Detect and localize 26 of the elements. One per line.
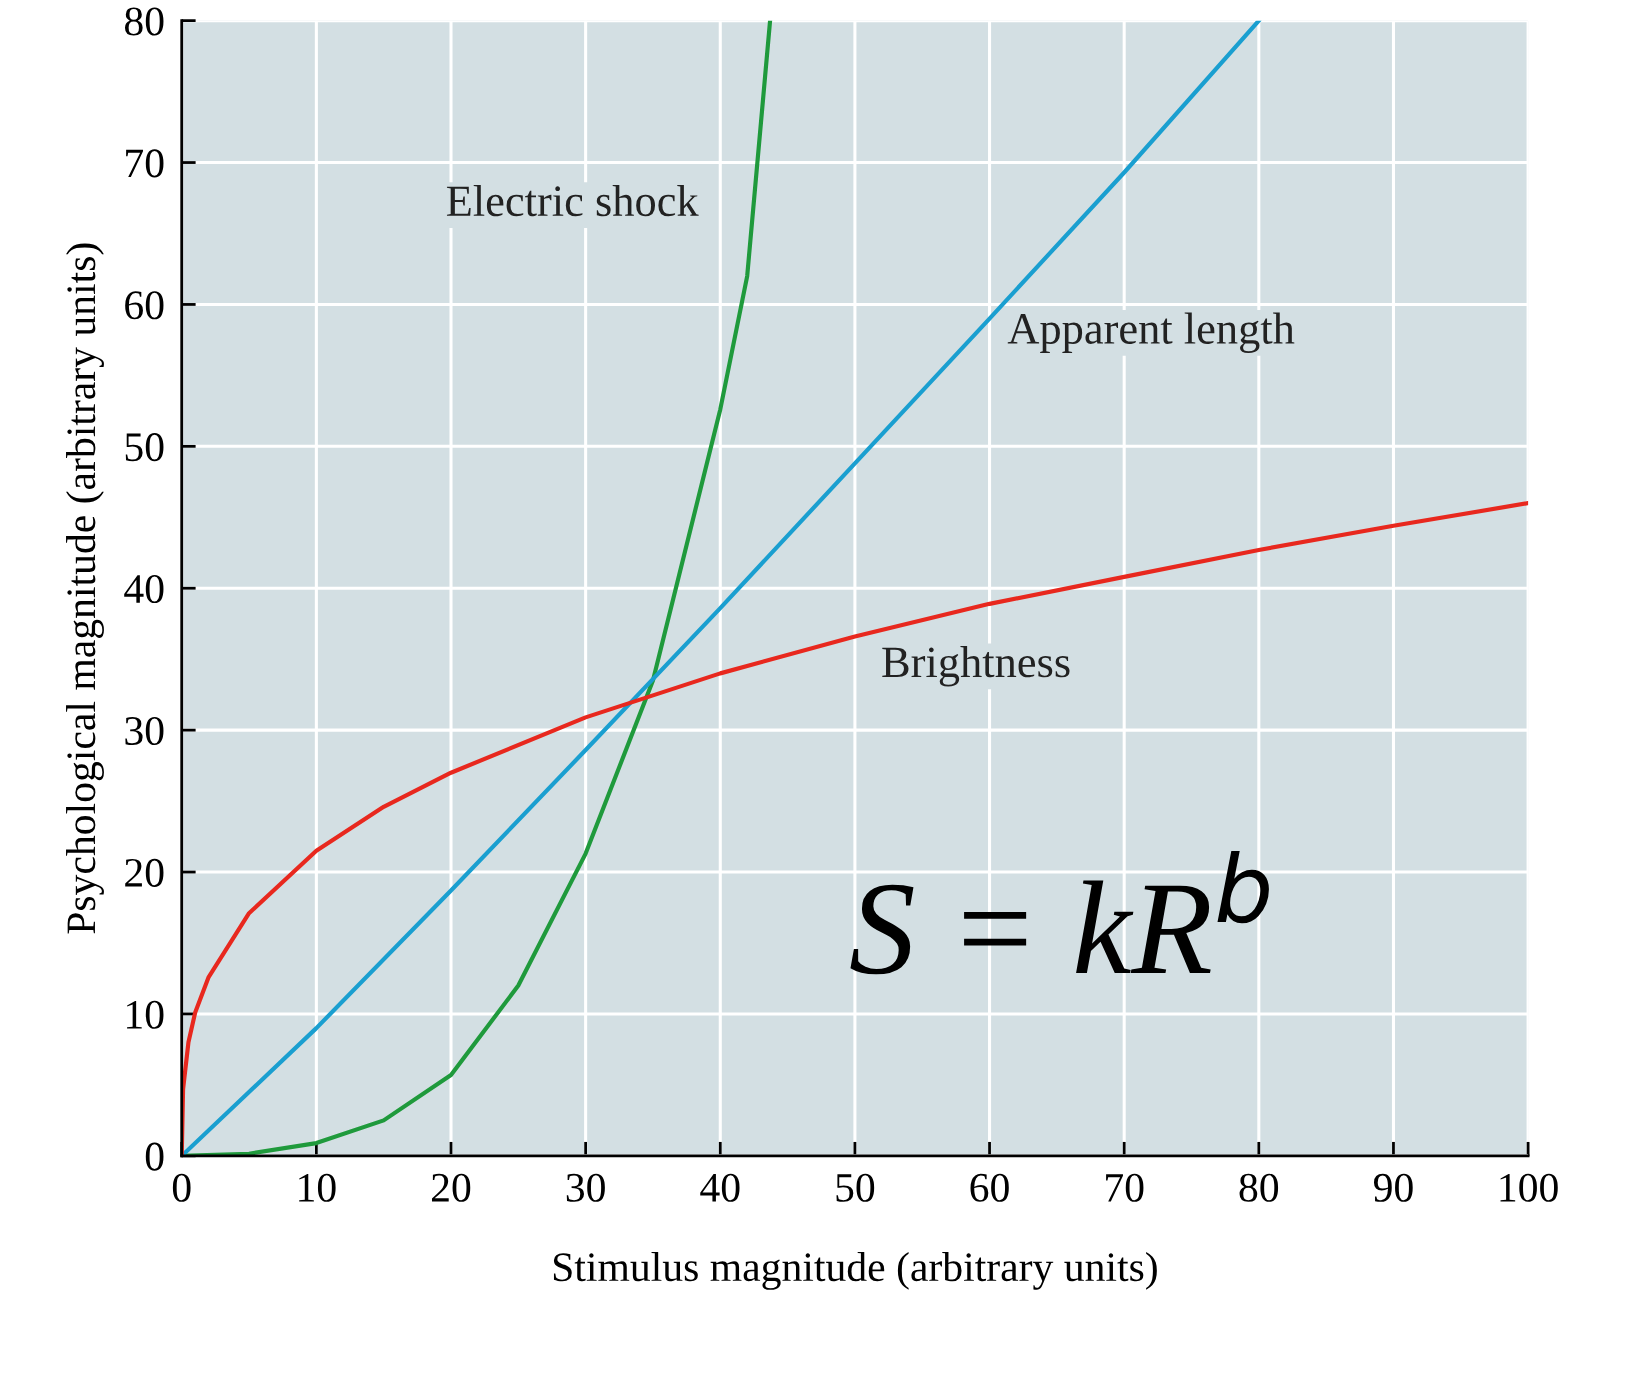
x-tick-label: 50 bbox=[836, 1173, 875, 1202]
annotation: S = kR$^{b}$ bbox=[850, 851, 1269, 975]
y-tick-label: 30 bbox=[125, 716, 164, 746]
x-tick-label: 30 bbox=[566, 1173, 605, 1202]
y-tick-label: 40 bbox=[124, 574, 164, 604]
x-tick-label: 0 bbox=[172, 1173, 191, 1202]
x-tick-label: 90 bbox=[1373, 1173, 1413, 1202]
y-tick-label: 0 bbox=[145, 1142, 164, 1171]
x-tick-label: 80 bbox=[1239, 1173, 1279, 1202]
x-tick-label: 60 bbox=[970, 1173, 1009, 1202]
x-tick-label: 40 bbox=[700, 1173, 740, 1202]
x-tick-label: 70 bbox=[1106, 1173, 1144, 1202]
y-tick-label: 50 bbox=[125, 433, 164, 462]
y-tick-label: 20 bbox=[125, 858, 164, 887]
x-axis-title: Stimulus magnitude (arbitrary units) bbox=[553, 1251, 1157, 1290]
x-tick-label: 100 bbox=[1500, 1173, 1558, 1202]
y-tick-label: 80 bbox=[124, 7, 164, 36]
series-label: Electric shock bbox=[446, 184, 699, 217]
y-axis-title: Psychological magnitude (arbitrary units) bbox=[66, 243, 104, 934]
series-label: Brightness bbox=[882, 646, 1070, 687]
y-tick-label: 70 bbox=[126, 149, 164, 178]
series-label: Apparent length bbox=[1007, 312, 1295, 354]
x-tick-label: 10 bbox=[299, 1173, 336, 1202]
y-tick-label: 10 bbox=[127, 1000, 164, 1029]
y-tick-label: 60 bbox=[125, 291, 164, 320]
x-tick-label: 20 bbox=[431, 1173, 471, 1202]
